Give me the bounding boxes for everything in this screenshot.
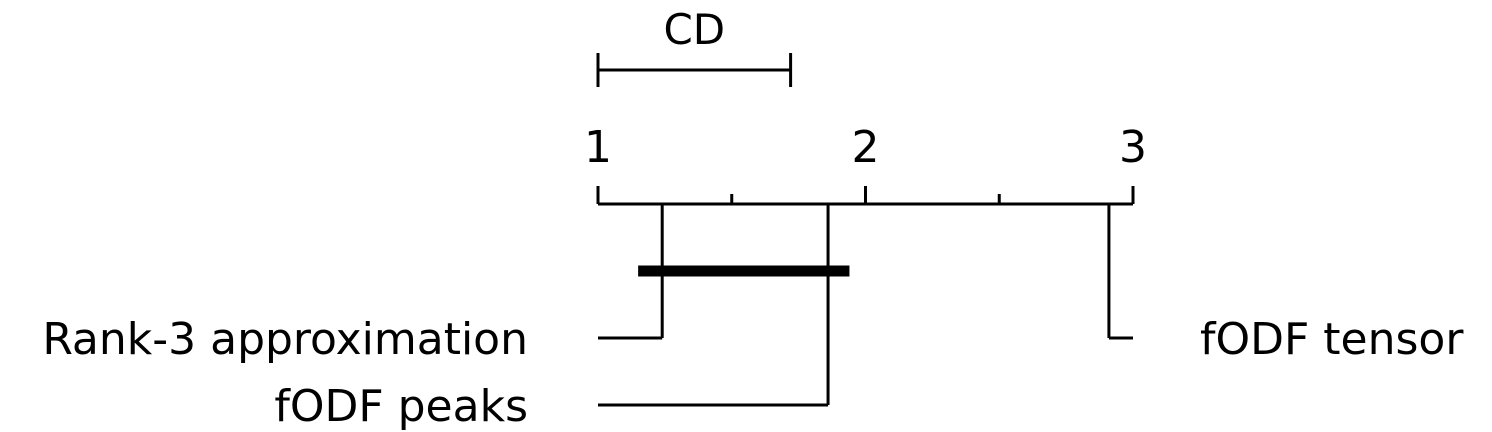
method-label-fodf-tensor: fODF tensor bbox=[1200, 314, 1464, 365]
method-label-fodf-peaks: fODF peaks bbox=[274, 381, 528, 432]
axis-tick-label: 1 bbox=[584, 122, 612, 173]
method-label-rank-3-approximation: Rank-3 approximation bbox=[42, 314, 528, 365]
cd-bar bbox=[596, 53, 793, 87]
cd-label: CD bbox=[663, 5, 725, 54]
rank-axis: 1 2 3 bbox=[584, 122, 1147, 206]
axis-tick-label: 2 bbox=[852, 122, 880, 173]
axis-tick-label: 3 bbox=[1119, 122, 1147, 173]
method-connectors bbox=[598, 204, 1133, 407]
